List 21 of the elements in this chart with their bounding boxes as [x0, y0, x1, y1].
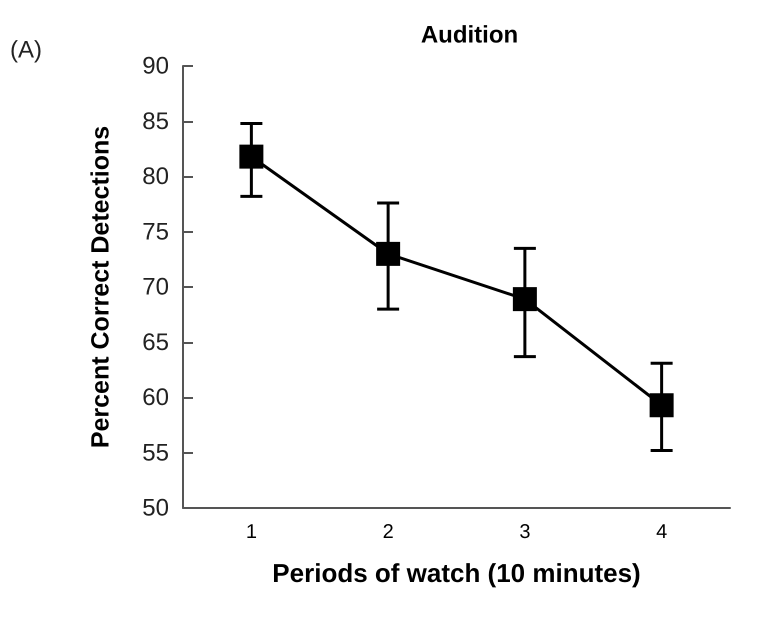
y-tick-label: 70: [142, 274, 169, 300]
y-tick-label: 75: [142, 218, 169, 246]
x-tick-label: 4: [656, 521, 668, 543]
y-tick-label: 90: [142, 52, 169, 80]
y-tick-label: 50: [142, 494, 169, 522]
x-tick-label: 3: [519, 521, 530, 543]
point: [376, 242, 400, 266]
x-tick-label: 2: [382, 521, 394, 543]
y-tick-label: 60: [142, 384, 169, 411]
y-tick-label: 85: [142, 108, 169, 135]
y-tick-label: 65: [142, 328, 169, 356]
y-axis-title: Percent Correct Detections: [86, 126, 114, 448]
text: (A): [10, 36, 42, 64]
point: [512, 287, 537, 312]
chart-title: Audition: [420, 22, 518, 48]
point: [239, 144, 264, 169]
y-tick-label: 80: [142, 163, 169, 190]
point: [650, 393, 674, 418]
y-tick-label: 55: [142, 439, 169, 466]
x-axis-title: Periods of watch (10 minutes): [272, 558, 641, 588]
x-tick-label: 1: [246, 521, 257, 543]
